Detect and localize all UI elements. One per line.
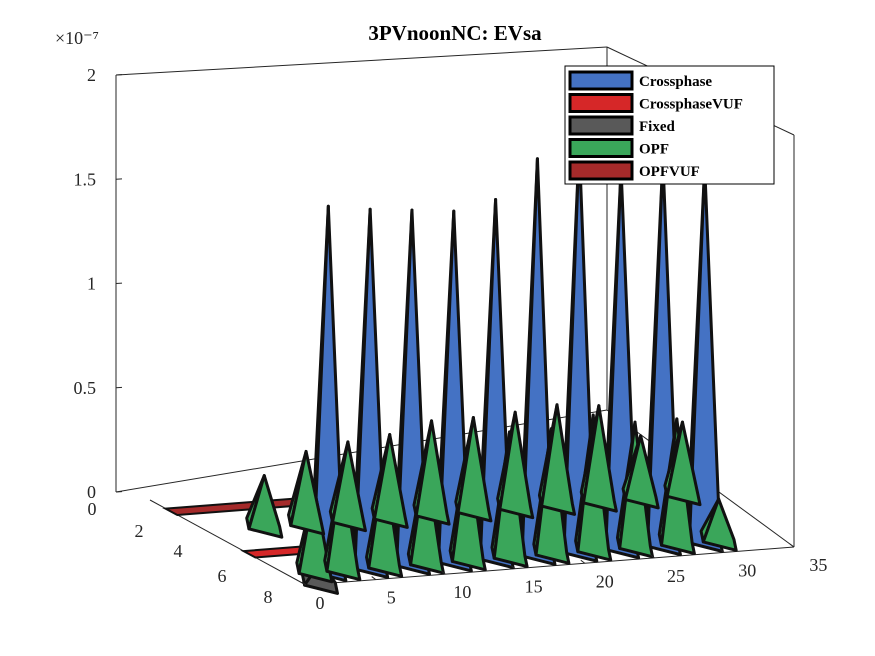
peak-opf-19 (456, 416, 493, 523)
legend-label: Fixed (639, 119, 675, 135)
y-tick-label: 4 (174, 541, 183, 561)
y-tick-label: 6 (218, 566, 227, 586)
surface-layer (162, 143, 738, 595)
peak-opf-25 (540, 403, 577, 516)
peak-opf-28 (581, 404, 618, 513)
z-exponent-label: ×10⁻⁷ (55, 28, 99, 48)
legend-swatch (568, 138, 634, 158)
x-tick-mark (719, 549, 725, 553)
peak-opf-31 (701, 497, 738, 552)
legend-swatch (568, 115, 634, 136)
legend-swatch (568, 93, 634, 113)
z-tick-label: 0 (87, 482, 96, 502)
x-tick-label: 0 (316, 593, 325, 613)
legend-label: OPFVUF (639, 164, 700, 180)
legend-swatch (568, 160, 634, 181)
x-tick-mark (789, 543, 795, 548)
peak-opf-31 (623, 434, 660, 510)
peak-opf-16 (414, 419, 451, 526)
x-axis-ticks: 0 5 10 15 20 25 30 35 (301, 543, 827, 613)
x-tick-label: 5 (387, 588, 396, 608)
z-tick-label: 2 (87, 65, 96, 85)
y-tick-label: 0 (88, 499, 97, 519)
peak-opf-22 (498, 410, 535, 520)
x-tick-mark (371, 576, 377, 580)
peak-opf-10 (331, 440, 367, 533)
x-tick-label: 15 (525, 577, 543, 597)
x-tick-label: 25 (667, 566, 685, 586)
z-tick-label: 0.5 (74, 378, 97, 398)
peak-opf-34 (665, 420, 702, 507)
legend-swatch (568, 70, 634, 91)
z-tick-label: 1.5 (74, 169, 97, 189)
legend-label: Crossphase (639, 74, 712, 90)
legend: Crossphase CrossphaseVUF Fixed OPF OPFVUF (564, 65, 775, 185)
x-tick-label: 20 (596, 571, 614, 591)
x-tick-label: 30 (738, 560, 756, 580)
y-tick-label: 8 (264, 587, 273, 607)
y-tick-label: 2 (135, 521, 144, 541)
z-tick-label: 1 (87, 274, 96, 294)
y-axis-ticks: 0 2 4 6 8 (88, 499, 273, 607)
x-tick-mark (650, 554, 655, 559)
x-tick-mark (301, 581, 307, 586)
peak-opf-4 (247, 474, 284, 539)
peak-opf-13 (372, 432, 409, 529)
back-edge-top (115, 46, 608, 76)
x-tick-mark (441, 570, 446, 575)
z-axis-ticks: 0 0.5 1 1.5 2 (74, 65, 123, 502)
legend-label: CrossphaseVUF (639, 97, 743, 113)
chart-title: 3PVnoonNC: EVsa (368, 21, 542, 45)
x-tick-mark (580, 559, 586, 564)
x-tick-mark (510, 565, 516, 570)
x-tick-label: 35 (809, 555, 827, 575)
peak-opf-7 (289, 449, 326, 536)
x-tick-label: 10 (453, 582, 471, 602)
legend-label: OPF (639, 142, 669, 158)
